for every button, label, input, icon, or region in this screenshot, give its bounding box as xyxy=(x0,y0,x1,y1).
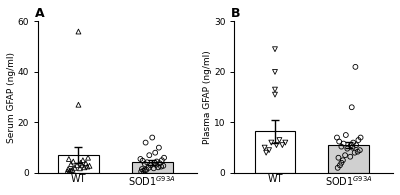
Point xyxy=(79,163,85,166)
Point xyxy=(334,166,341,169)
Point xyxy=(142,141,149,144)
Bar xyxy=(255,131,295,173)
Point xyxy=(335,156,342,159)
Point xyxy=(64,170,70,173)
Point xyxy=(146,154,152,157)
Point xyxy=(354,150,361,153)
Point xyxy=(68,162,74,166)
Point xyxy=(272,48,278,51)
Point xyxy=(149,136,156,139)
Point xyxy=(357,136,364,139)
Point xyxy=(142,162,148,166)
Bar xyxy=(58,155,99,173)
Point xyxy=(142,169,148,172)
Point xyxy=(338,161,344,164)
Point xyxy=(156,162,163,165)
Point xyxy=(342,154,348,157)
Point xyxy=(282,141,288,144)
Point xyxy=(84,165,90,168)
Point xyxy=(263,151,269,154)
Point xyxy=(69,168,76,171)
Point xyxy=(344,147,350,150)
Point xyxy=(152,151,158,154)
Point xyxy=(70,160,76,163)
Text: A: A xyxy=(35,7,44,20)
Point xyxy=(272,70,278,74)
Point xyxy=(81,166,88,169)
Point xyxy=(337,164,343,167)
Point xyxy=(65,168,71,171)
Point xyxy=(357,149,363,152)
Point xyxy=(338,145,344,148)
Point xyxy=(266,149,272,152)
Point xyxy=(148,164,154,167)
Point xyxy=(352,151,358,154)
Point xyxy=(336,140,342,143)
Point xyxy=(139,168,145,171)
Point xyxy=(68,169,74,172)
Point xyxy=(83,162,89,165)
Point xyxy=(276,138,283,142)
Point xyxy=(137,157,144,160)
Point xyxy=(158,165,164,168)
Point xyxy=(273,144,280,147)
Point xyxy=(348,106,355,109)
Point xyxy=(348,144,354,147)
Point xyxy=(347,155,354,158)
Point xyxy=(340,159,346,162)
Point xyxy=(66,169,73,172)
Point xyxy=(140,169,146,172)
Point xyxy=(143,168,150,171)
Point xyxy=(78,161,84,164)
Point xyxy=(150,167,157,170)
Point xyxy=(144,161,150,164)
Point xyxy=(160,164,166,167)
Point xyxy=(72,166,78,169)
Bar xyxy=(328,145,369,173)
Point xyxy=(352,65,359,68)
Point xyxy=(272,93,278,96)
Point xyxy=(272,88,278,91)
Point xyxy=(353,144,359,147)
Point xyxy=(66,157,72,160)
Point xyxy=(343,133,349,136)
Point xyxy=(86,164,93,167)
Point xyxy=(145,166,152,169)
Point xyxy=(154,160,160,163)
Point xyxy=(349,146,356,149)
Point xyxy=(85,156,91,159)
Point xyxy=(334,136,340,139)
Point xyxy=(138,170,144,173)
Point xyxy=(159,159,165,162)
Point xyxy=(140,159,146,162)
Text: B: B xyxy=(231,7,241,20)
Point xyxy=(262,146,268,149)
Point xyxy=(77,167,83,170)
Point xyxy=(279,144,286,147)
Point xyxy=(340,142,347,145)
Point xyxy=(355,138,362,142)
Point xyxy=(153,163,159,166)
Y-axis label: Serum GFAP (ng/ml): Serum GFAP (ng/ml) xyxy=(7,52,16,143)
Bar xyxy=(132,162,172,173)
Point xyxy=(75,103,82,106)
Point xyxy=(75,30,82,33)
Point xyxy=(268,141,274,144)
Point xyxy=(350,141,356,144)
Point xyxy=(155,166,161,169)
Point xyxy=(156,146,162,149)
Point xyxy=(161,156,167,159)
Point xyxy=(80,159,86,162)
Point xyxy=(74,164,80,167)
Point xyxy=(151,161,158,164)
Y-axis label: Plasma GFAP (ng/ml): Plasma GFAP (ng/ml) xyxy=(204,50,212,144)
